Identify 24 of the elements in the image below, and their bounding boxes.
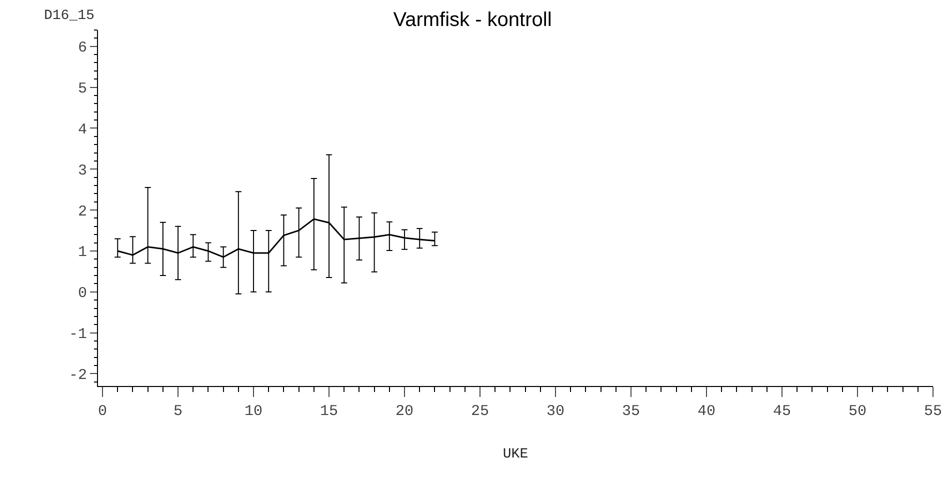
x-tick-label: 35: [622, 403, 640, 420]
x-tick-label: 5: [174, 403, 183, 420]
y-tick-label: 1: [78, 244, 87, 262]
x-tick-label: 50: [848, 403, 867, 420]
x-tick-label: 0: [98, 403, 108, 420]
chart-title: Varmfisk - kontroll: [393, 9, 552, 32]
x-tick-label: 15: [320, 403, 338, 420]
y-axis-title: D16_15: [44, 8, 94, 24]
y-tick-label: -2: [68, 366, 87, 384]
y-tick-label: -1: [68, 326, 87, 344]
x-tick-label: 20: [396, 403, 414, 420]
x-axis-title: UKE: [502, 446, 528, 462]
x-tick-label: 25: [471, 403, 490, 420]
x-tick-label: 55: [924, 403, 942, 420]
y-tick-label: 6: [78, 40, 87, 57]
y-tick-label: 0: [78, 285, 87, 302]
x-tick-label: 45: [773, 403, 792, 420]
y-tick-label: 5: [78, 80, 87, 98]
y-tick-label: 2: [78, 203, 87, 220]
y-tick-label: 4: [78, 121, 87, 138]
x-tick-label: 30: [546, 403, 565, 420]
y-tick-label: 3: [78, 162, 87, 180]
x-tick-label: 40: [698, 403, 716, 420]
x-tick-label: 10: [244, 403, 263, 420]
